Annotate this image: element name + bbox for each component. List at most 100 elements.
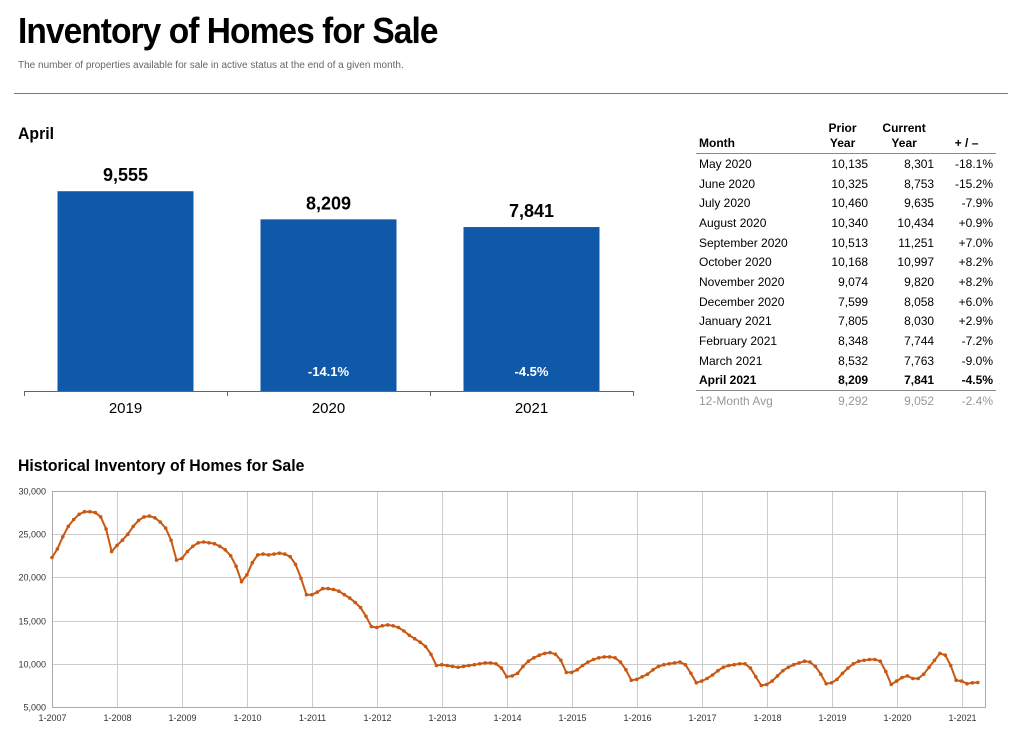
data-point — [580, 663, 585, 668]
month-cell: June 2020 — [699, 176, 756, 191]
data-point — [228, 554, 233, 558]
current-year-cell: 8,030 — [904, 314, 935, 329]
data-point — [851, 662, 856, 666]
bar-category-label: 2021 — [515, 400, 548, 417]
bar-change-label: -14.1% — [308, 364, 350, 379]
month-cell: November 2020 — [699, 274, 785, 289]
bar-change-label: -4.5% — [515, 364, 549, 379]
data-point — [261, 552, 265, 556]
data-point — [445, 663, 450, 668]
data-point — [948, 663, 953, 668]
data-point — [976, 680, 980, 685]
data-point — [775, 674, 780, 678]
data-point — [781, 668, 785, 673]
table-row: October 2020 10,168 10,997 +8.2% — [696, 252, 996, 272]
data-point — [120, 538, 125, 542]
data-point — [98, 515, 103, 519]
data-point — [602, 655, 606, 659]
table-row: April 2021 8,209 7,841 -4.5% — [696, 371, 996, 391]
current-year-header: Current Year — [871, 121, 938, 154]
change-cell: -2.4% — [937, 390, 996, 411]
table-row: March 2021 8,532 7,763 -9.0% — [696, 351, 996, 371]
data-point — [613, 656, 617, 660]
data-point — [467, 663, 471, 668]
data-point — [564, 670, 569, 675]
data-point — [283, 552, 287, 556]
data-point — [894, 679, 899, 683]
data-point — [640, 675, 644, 679]
data-point — [412, 636, 417, 641]
inventory-series-line — [51, 510, 978, 687]
data-point — [364, 614, 368, 619]
x-tick-label: 1-2012 — [363, 713, 391, 723]
data-point — [266, 553, 271, 557]
x-tick-label: 1-2016 — [623, 713, 651, 723]
x-tick-label: 1-2019 — [818, 713, 846, 723]
change-cell: +8.2% — [958, 274, 993, 289]
x-tick-label: 1-2018 — [753, 713, 781, 723]
data-point — [927, 665, 931, 670]
change-cell: +6.0% — [958, 294, 993, 309]
data-point — [375, 625, 379, 630]
data-point — [662, 662, 666, 667]
data-point — [402, 629, 406, 633]
x-tick-label: 1-2008 — [103, 713, 131, 723]
data-point — [916, 676, 920, 681]
data-point — [201, 540, 206, 544]
data-point — [147, 514, 152, 518]
data-point — [835, 677, 839, 682]
data-point — [786, 665, 791, 670]
data-point — [732, 662, 736, 667]
data-point — [521, 664, 525, 669]
data-point — [559, 658, 563, 663]
data-point — [142, 515, 146, 519]
data-point — [710, 673, 715, 677]
data-point — [938, 651, 942, 656]
bar-category-label: 2019 — [109, 400, 142, 417]
data-point — [385, 623, 390, 627]
data-point — [759, 683, 763, 688]
table-row: January 2021 7,805 8,030 +2.9% — [696, 312, 996, 332]
data-point — [548, 650, 552, 655]
data-point — [764, 682, 769, 687]
x-tick-label: 1-2007 — [38, 713, 66, 723]
data-point — [185, 549, 190, 554]
data-point — [905, 674, 910, 678]
data-point — [299, 576, 303, 581]
data-point — [434, 663, 439, 668]
data-point — [683, 662, 688, 667]
bar — [463, 227, 600, 391]
data-point — [126, 532, 130, 536]
month-cell: February 2021 — [699, 334, 778, 349]
table-row: May 2020 10,135 8,301 -18.1% — [696, 154, 996, 174]
bar — [260, 219, 397, 391]
x-tick-label: 1-2009 — [168, 713, 196, 723]
data-point — [418, 640, 423, 644]
data-point — [829, 681, 834, 685]
data-point — [970, 681, 975, 685]
prior-year-cell: 8,348 — [838, 334, 869, 349]
bar-value-label: 8,209 — [306, 193, 351, 213]
data-point — [748, 666, 753, 670]
table-row: September 2020 10,513 11,251 +7.0% — [696, 233, 996, 253]
data-point — [93, 510, 98, 515]
data-point — [515, 671, 520, 676]
current-year-cell: 9,052 — [871, 390, 938, 411]
data-point — [889, 682, 893, 687]
data-point — [699, 679, 704, 683]
x-tick-label: 1-2013 — [428, 713, 456, 723]
current-year-cell: 8,058 — [904, 294, 935, 309]
data-point — [331, 587, 336, 592]
current-year-cell: 10,434 — [897, 215, 935, 230]
data-point — [429, 652, 433, 657]
data-point — [754, 675, 758, 679]
data-point — [158, 520, 163, 524]
prior-year-cell: 9,074 — [838, 274, 869, 289]
month-cell: December 2020 — [699, 294, 785, 309]
y-tick-label: 15,000 — [18, 617, 46, 627]
data-point — [586, 660, 590, 664]
bar — [57, 191, 194, 391]
prior-year-cell: 8,532 — [838, 353, 869, 368]
data-point — [61, 535, 65, 539]
data-point — [634, 677, 639, 682]
